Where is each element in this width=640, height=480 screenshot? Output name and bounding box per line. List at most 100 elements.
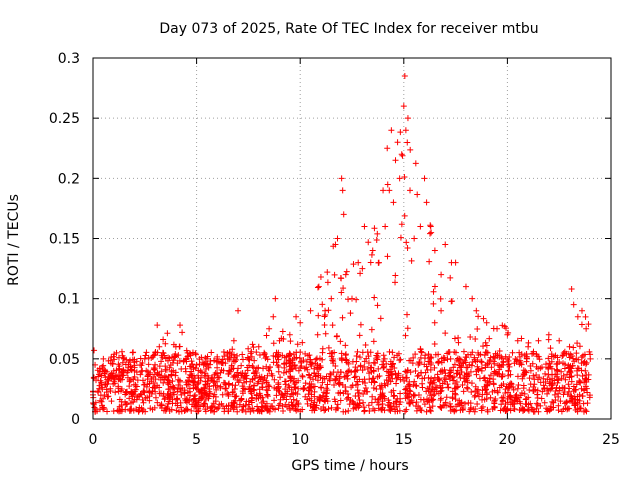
roti-point [568, 286, 575, 293]
roti-point [400, 103, 407, 110]
roti-point [412, 368, 419, 375]
roti-point [431, 391, 438, 398]
roti-point [420, 396, 427, 403]
roti-point [494, 351, 501, 358]
roti-point [425, 374, 432, 381]
roti-point [312, 373, 319, 380]
roti-point [102, 381, 109, 388]
roti-point [188, 358, 195, 365]
roti-point [567, 367, 574, 374]
roti-point [196, 388, 203, 395]
roti-point [491, 360, 498, 367]
roti-point [270, 340, 277, 347]
roti-point [293, 397, 300, 404]
roti-point [363, 355, 370, 362]
roti-point [464, 379, 471, 386]
roti-point [478, 359, 485, 366]
roti-point [388, 127, 395, 134]
roti-point [113, 349, 120, 356]
roti-point [205, 364, 212, 371]
roti-point [486, 335, 493, 342]
roti-point [268, 370, 275, 377]
roti-point [203, 366, 210, 373]
roti-point [305, 371, 312, 378]
roti-point [431, 364, 438, 371]
roti-point [545, 331, 552, 338]
roti-point [364, 349, 371, 356]
roti-point [270, 313, 277, 320]
roti-point [228, 363, 235, 370]
roti-point [453, 370, 460, 377]
roti-point [202, 408, 209, 415]
roti-point [370, 384, 377, 391]
roti-point [404, 115, 411, 122]
roti-point [459, 407, 466, 414]
roti-point [199, 393, 206, 400]
roti-point [343, 395, 350, 402]
roti-point [356, 397, 363, 404]
roti-point [558, 368, 565, 375]
roti-point [140, 381, 147, 388]
roti-point [444, 356, 451, 363]
roti-point [232, 382, 239, 389]
roti-point [535, 337, 542, 344]
roti-point [445, 372, 452, 379]
roti-point [356, 354, 363, 361]
roti-point [245, 355, 252, 362]
roti-point [91, 347, 98, 354]
roti-point [169, 396, 176, 403]
roti-point [337, 338, 344, 345]
roti-point [542, 361, 549, 368]
roti-point [183, 405, 190, 412]
roti-point [580, 359, 587, 366]
roti-point [578, 385, 585, 392]
roti-point [464, 385, 471, 392]
roti-point [289, 366, 296, 373]
roti-point [260, 398, 267, 405]
roti-point [519, 375, 526, 382]
roti-point [568, 353, 575, 360]
roti-point [399, 374, 406, 381]
roti-point [164, 404, 171, 411]
roti-point [104, 408, 111, 415]
roti-point [178, 365, 185, 372]
roti-point [235, 307, 242, 314]
roti-point [202, 384, 209, 391]
roti-point [404, 245, 411, 251]
roti-point [516, 349, 523, 356]
roti-point [574, 372, 581, 379]
roti-point [186, 388, 193, 395]
roti-point [300, 384, 307, 391]
roti-point [263, 353, 270, 360]
roti-point [234, 376, 241, 383]
roti-point [155, 371, 162, 378]
x-tick-label: 5 [192, 432, 201, 448]
roti-point [478, 365, 485, 372]
roti-point [373, 355, 380, 362]
roti-point [418, 349, 425, 356]
roti-point [261, 349, 268, 356]
roti-point [181, 387, 188, 394]
roti-point [368, 399, 375, 406]
roti-point [281, 364, 288, 371]
roti-point [425, 351, 432, 358]
roti-point [149, 406, 156, 413]
roti-point [396, 401, 403, 408]
x-tick-label: 25 [602, 432, 620, 448]
roti-point [314, 377, 321, 384]
roti-point [513, 398, 520, 405]
roti-point [306, 352, 313, 359]
roti-point [455, 334, 462, 341]
roti-point [189, 377, 196, 384]
roti-point [131, 388, 138, 395]
roti-point [324, 389, 331, 396]
roti-point [430, 392, 437, 399]
roti-point [331, 271, 338, 278]
roti-point [450, 377, 457, 384]
roti-point [544, 390, 551, 397]
roti-point [328, 404, 335, 411]
roti-point [578, 321, 585, 328]
roti-point [308, 397, 315, 404]
roti-point [368, 251, 375, 258]
roti-point [499, 322, 506, 329]
